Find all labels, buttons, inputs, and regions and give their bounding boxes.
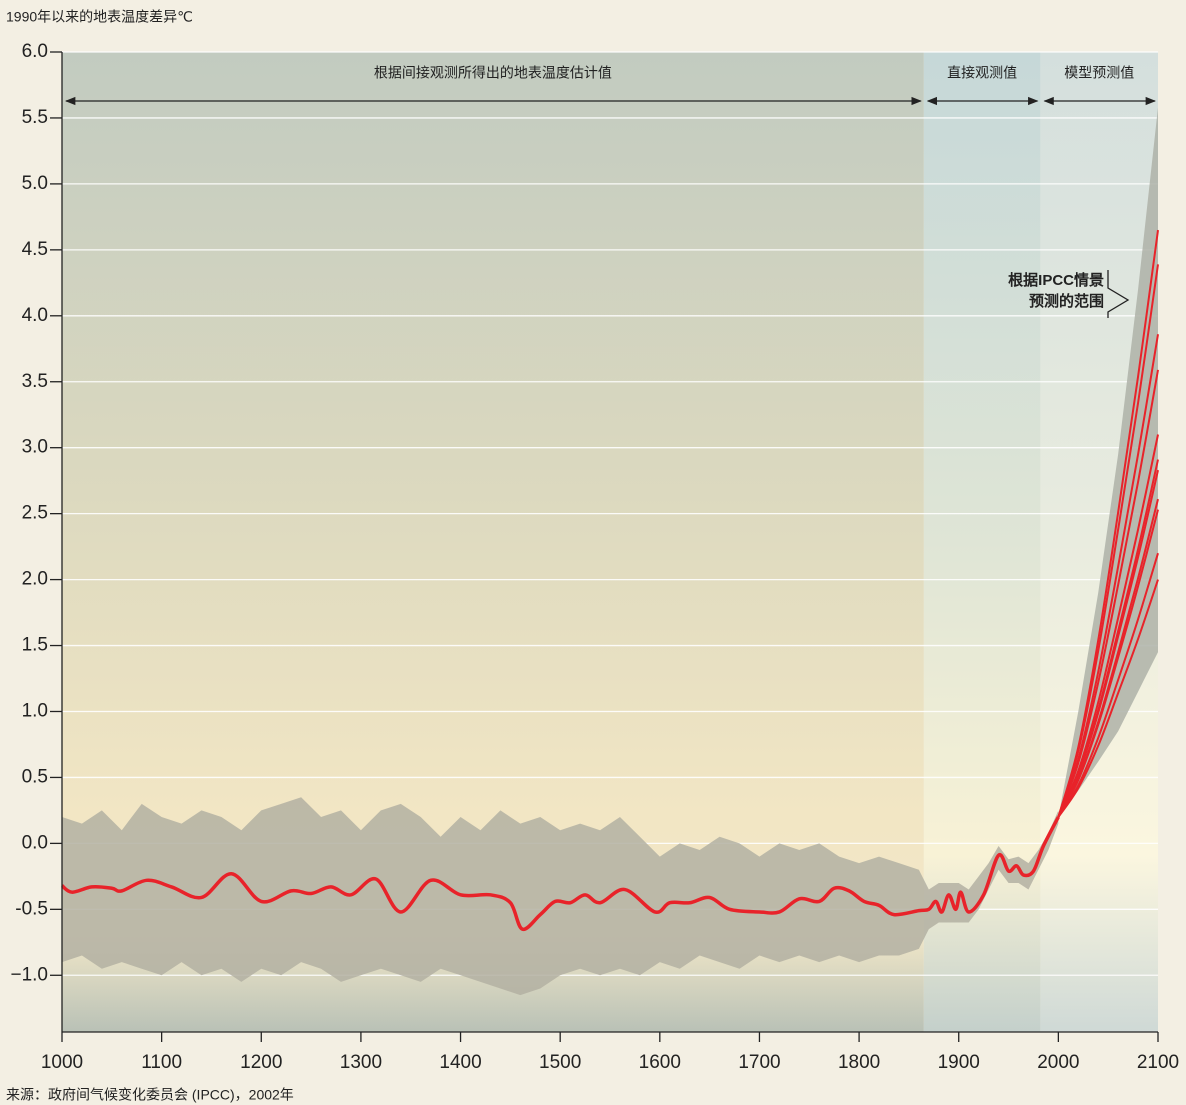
temperature-line bbox=[1057, 264, 1159, 818]
y-tick-label: 4.5 bbox=[22, 239, 48, 260]
x-tick-label: 2000 bbox=[1037, 1052, 1079, 1073]
y-tick-label: 5.5 bbox=[22, 107, 48, 128]
y-tick-label: 0.5 bbox=[22, 766, 48, 787]
period-label: 根据间接观测所得出的地表温度估计值 bbox=[374, 65, 612, 81]
y-tick-label: 3.0 bbox=[22, 437, 48, 458]
x-tick-label: 1500 bbox=[539, 1052, 581, 1073]
temperature-line bbox=[1057, 509, 1159, 818]
period-label: 直接观测值 bbox=[947, 65, 1017, 81]
temperature-line bbox=[60, 816, 1060, 932]
y-tick-label: -0.5 bbox=[15, 898, 48, 919]
y-tick-label: 2.5 bbox=[22, 503, 48, 524]
period-label: 模型预测值 bbox=[1064, 65, 1134, 81]
y-tick-label: 0.0 bbox=[22, 832, 48, 853]
x-tick-label: 2100 bbox=[1137, 1052, 1179, 1073]
y-tick-label: 5.0 bbox=[22, 173, 48, 194]
x-tick-label: 1400 bbox=[439, 1052, 481, 1073]
x-tick-label: 1000 bbox=[41, 1052, 83, 1073]
y-tick-label: 2.0 bbox=[22, 569, 48, 590]
annotation: 预测的范围 bbox=[1029, 292, 1104, 310]
x-tick-label: 1600 bbox=[639, 1052, 681, 1073]
y-tick-label: −1.0 bbox=[10, 964, 48, 985]
temperature-line bbox=[1057, 579, 1159, 818]
annotation-bracket bbox=[1107, 270, 1130, 318]
chart-title: 1990年以来的地表温度差异℃ bbox=[6, 9, 193, 25]
y-tick-label: 4.0 bbox=[22, 305, 48, 326]
temperature-line bbox=[1057, 552, 1159, 818]
temperature-line bbox=[1057, 469, 1159, 818]
y-tick-label: 3.5 bbox=[22, 371, 48, 392]
y-tick-label: 6.0 bbox=[22, 41, 48, 62]
source: 来源：政府间气候变化委员会 (IPCC)，2002年 bbox=[6, 1087, 294, 1103]
x-tick-label: 1700 bbox=[738, 1052, 780, 1073]
x-tick-label: 1100 bbox=[141, 1052, 182, 1073]
y-tick-label: 1.0 bbox=[22, 701, 48, 722]
x-tick-label: 1300 bbox=[340, 1052, 382, 1073]
x-tick-label: 1900 bbox=[938, 1052, 980, 1073]
x-tick-label: 1800 bbox=[838, 1052, 880, 1073]
annotation: 根据IPCC情景 bbox=[1008, 271, 1104, 289]
temperature-line bbox=[1057, 369, 1159, 818]
y-tick-label: 1.5 bbox=[22, 635, 48, 656]
x-tick-label: 1200 bbox=[240, 1052, 282, 1073]
uncertainty-band bbox=[62, 797, 1059, 996]
projection-range bbox=[1058, 107, 1158, 818]
temperature-line bbox=[1057, 334, 1159, 818]
